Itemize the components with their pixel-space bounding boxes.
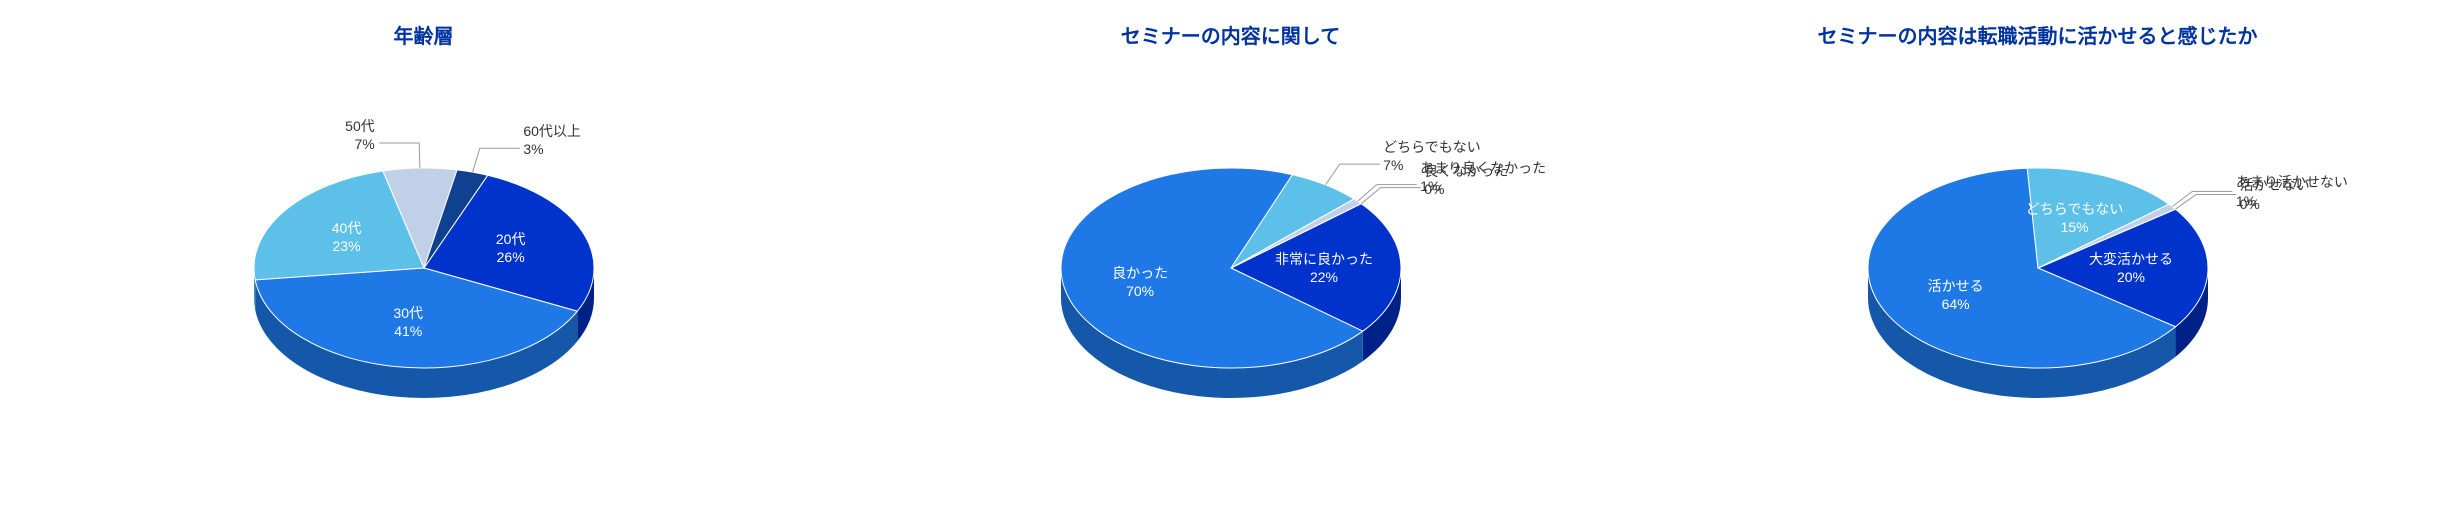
chart-area: 20代26%30代41%40代23%50代7%60代以上3% [174,59,674,439]
pie-svg [174,59,674,439]
chart-title: セミナーの内容は転職活動に活かせると感じたか [1818,20,2258,49]
pie-svg [1788,59,2288,439]
leader-line [472,148,519,172]
leader-line [379,143,420,168]
chart-age: 年齢層 20代26%30代41%40代23%50代7%60代以上3% [174,20,674,439]
chart-title: セミナーの内容に関して [1121,20,1340,49]
charts-row: 年齢層 20代26%30代41%40代23%50代7%60代以上3% セミナーの内容… [20,20,2441,439]
chart-content: セミナーの内容に関して非常に良かった22%良かった70%どちらでもない7%あまり… [981,20,1481,439]
chart-area: 大変活かせる20%活かせる64%どちらでもない15%あまり活かせない1%活かせな… [1788,59,2288,439]
pie-svg [981,59,1481,439]
leader-line [1325,164,1379,185]
chart-title: 年齢層 [394,20,454,49]
chart-useful: セミナーの内容は転職活動に活かせると感じたか大変活かせる20%活かせる64%どち… [1788,20,2288,439]
leader-line [2172,191,2232,206]
chart-area: 非常に良かった22%良かった70%どちらでもない7%あまり良くなかった1%良くな… [981,59,1481,439]
